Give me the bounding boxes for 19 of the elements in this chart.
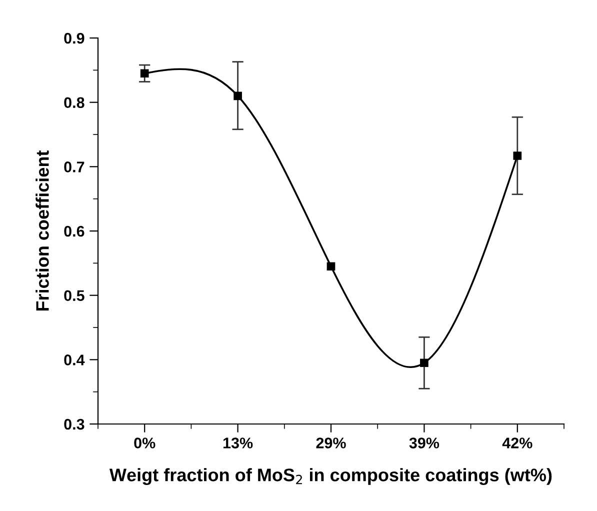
x-tick-label: 13% xyxy=(223,438,253,448)
point xyxy=(234,92,242,100)
y-tick-label: 0.9 xyxy=(64,32,84,44)
point xyxy=(140,69,149,78)
y-tick-label: 0.7 xyxy=(64,162,84,172)
x-tick-label: 0% xyxy=(134,438,156,448)
x-tick-label: 29% xyxy=(316,438,346,448)
x-axis-title: Weigt fraction of MoS$_{2}$ in composite coatings (wt%) xyxy=(109,468,552,486)
x-tick-label: 39% xyxy=(409,438,440,448)
point xyxy=(420,358,428,368)
x-tick-label: 42% xyxy=(502,438,532,448)
point xyxy=(326,262,336,271)
y-tick-label: 0.3 xyxy=(64,418,84,430)
y-axis-title: Friction coefficient xyxy=(36,150,49,311)
y-tick-label: 0.5 xyxy=(64,290,84,302)
point xyxy=(513,152,522,160)
y-tick-label: 0.4 xyxy=(64,354,85,366)
y-tick-label: 0.8 xyxy=(64,97,84,108)
y-tick-label: 0.6 xyxy=(64,226,84,237)
